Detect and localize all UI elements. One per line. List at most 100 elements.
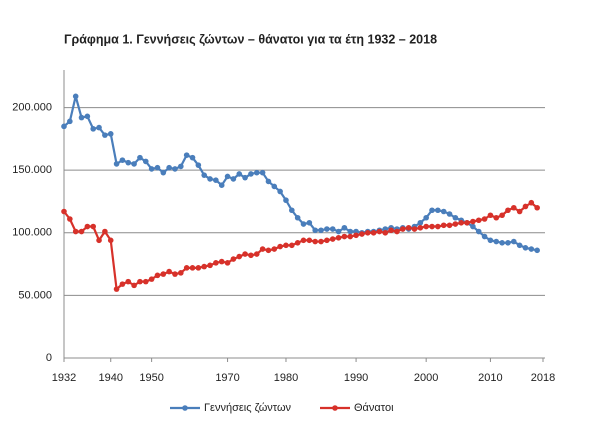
data-point xyxy=(90,126,97,132)
data-point xyxy=(119,157,126,163)
data-point xyxy=(259,169,266,176)
y-tick-label: 200.000 xyxy=(12,101,52,113)
data-point xyxy=(324,226,330,232)
data-point xyxy=(417,224,424,231)
data-point xyxy=(195,265,202,271)
data-point xyxy=(148,166,155,172)
data-point xyxy=(131,161,137,167)
data-point xyxy=(160,169,167,176)
data-point xyxy=(265,247,272,254)
data-point xyxy=(475,217,482,224)
data-point xyxy=(113,286,120,292)
data-point xyxy=(230,176,237,182)
data-point xyxy=(189,154,196,161)
data-point xyxy=(481,216,488,222)
legend-marker xyxy=(182,405,188,411)
data-point xyxy=(534,204,540,211)
data-point xyxy=(96,237,102,244)
data-point xyxy=(335,234,342,241)
data-point xyxy=(440,222,447,229)
data-point xyxy=(324,237,330,244)
data-point xyxy=(271,246,278,252)
data-point xyxy=(306,219,313,226)
data-point xyxy=(505,207,511,214)
data-point xyxy=(347,233,354,240)
data-point xyxy=(230,256,237,262)
series-line xyxy=(63,96,538,252)
data-point xyxy=(142,158,149,165)
data-point xyxy=(248,171,254,177)
data-point xyxy=(72,228,79,235)
data-point xyxy=(67,216,73,222)
legend-label: Θάνατοι xyxy=(354,402,394,414)
data-point xyxy=(189,265,196,271)
data-point xyxy=(207,176,213,182)
data-point xyxy=(417,219,424,226)
y-tick-label: 50.000 xyxy=(18,289,52,301)
data-point xyxy=(207,262,213,269)
data-point xyxy=(370,229,377,236)
data-point xyxy=(201,172,207,178)
data-point xyxy=(172,166,178,172)
data-point xyxy=(61,123,67,130)
data-point xyxy=(172,271,178,277)
data-point xyxy=(67,118,73,125)
data-point xyxy=(528,246,535,252)
data-point xyxy=(347,228,354,235)
data-point xyxy=(487,212,494,219)
data-point xyxy=(516,242,523,249)
x-tick-label: 1940 xyxy=(98,372,122,384)
y-tick-label: 0 xyxy=(46,352,52,364)
data-point xyxy=(499,212,505,219)
data-point xyxy=(277,188,283,195)
data-point xyxy=(364,229,371,236)
data-point xyxy=(475,228,482,235)
data-point xyxy=(283,242,289,249)
data-point xyxy=(300,237,307,244)
data-point xyxy=(289,207,295,214)
data-point xyxy=(481,233,488,240)
data-point xyxy=(510,204,517,211)
data-point xyxy=(137,154,143,161)
data-point xyxy=(119,281,126,287)
data-point xyxy=(84,223,91,230)
data-point xyxy=(452,214,459,221)
data-point xyxy=(78,114,85,121)
y-tick-label: 100.000 xyxy=(12,227,52,239)
data-point xyxy=(400,226,406,232)
legend-label: Γεννήσεις ζώντων xyxy=(204,402,292,414)
data-point xyxy=(440,208,447,215)
data-point xyxy=(359,231,365,237)
chart-title: Γράφημα 1. Γεννήσεις ζώντων – θάνατοι γι… xyxy=(64,32,437,46)
data-point xyxy=(423,214,429,221)
data-point xyxy=(253,169,260,176)
data-point xyxy=(213,260,219,266)
data-point xyxy=(242,251,248,257)
data-point xyxy=(499,240,505,246)
data-point xyxy=(224,173,231,180)
data-point xyxy=(201,263,207,270)
data-point xyxy=(125,159,132,166)
data-point xyxy=(464,219,470,226)
data-point xyxy=(253,251,260,257)
data-point xyxy=(306,237,313,244)
data-point xyxy=(96,124,102,131)
data-point xyxy=(218,258,225,265)
data-point xyxy=(458,219,465,226)
data-point xyxy=(341,224,348,231)
data-point xyxy=(470,218,476,225)
data-point xyxy=(487,237,494,244)
data-point xyxy=(522,245,529,251)
data-point xyxy=(148,276,155,282)
data-point xyxy=(265,178,272,185)
data-point xyxy=(353,232,359,239)
data-point xyxy=(429,207,435,214)
data-point xyxy=(510,238,517,245)
data-point xyxy=(388,227,394,234)
data-point xyxy=(329,236,336,242)
data-point xyxy=(125,278,132,285)
data-point xyxy=(452,221,459,227)
x-tick-label: 2010 xyxy=(478,372,502,384)
data-point xyxy=(505,240,511,246)
x-tick-label: 1950 xyxy=(139,372,163,384)
